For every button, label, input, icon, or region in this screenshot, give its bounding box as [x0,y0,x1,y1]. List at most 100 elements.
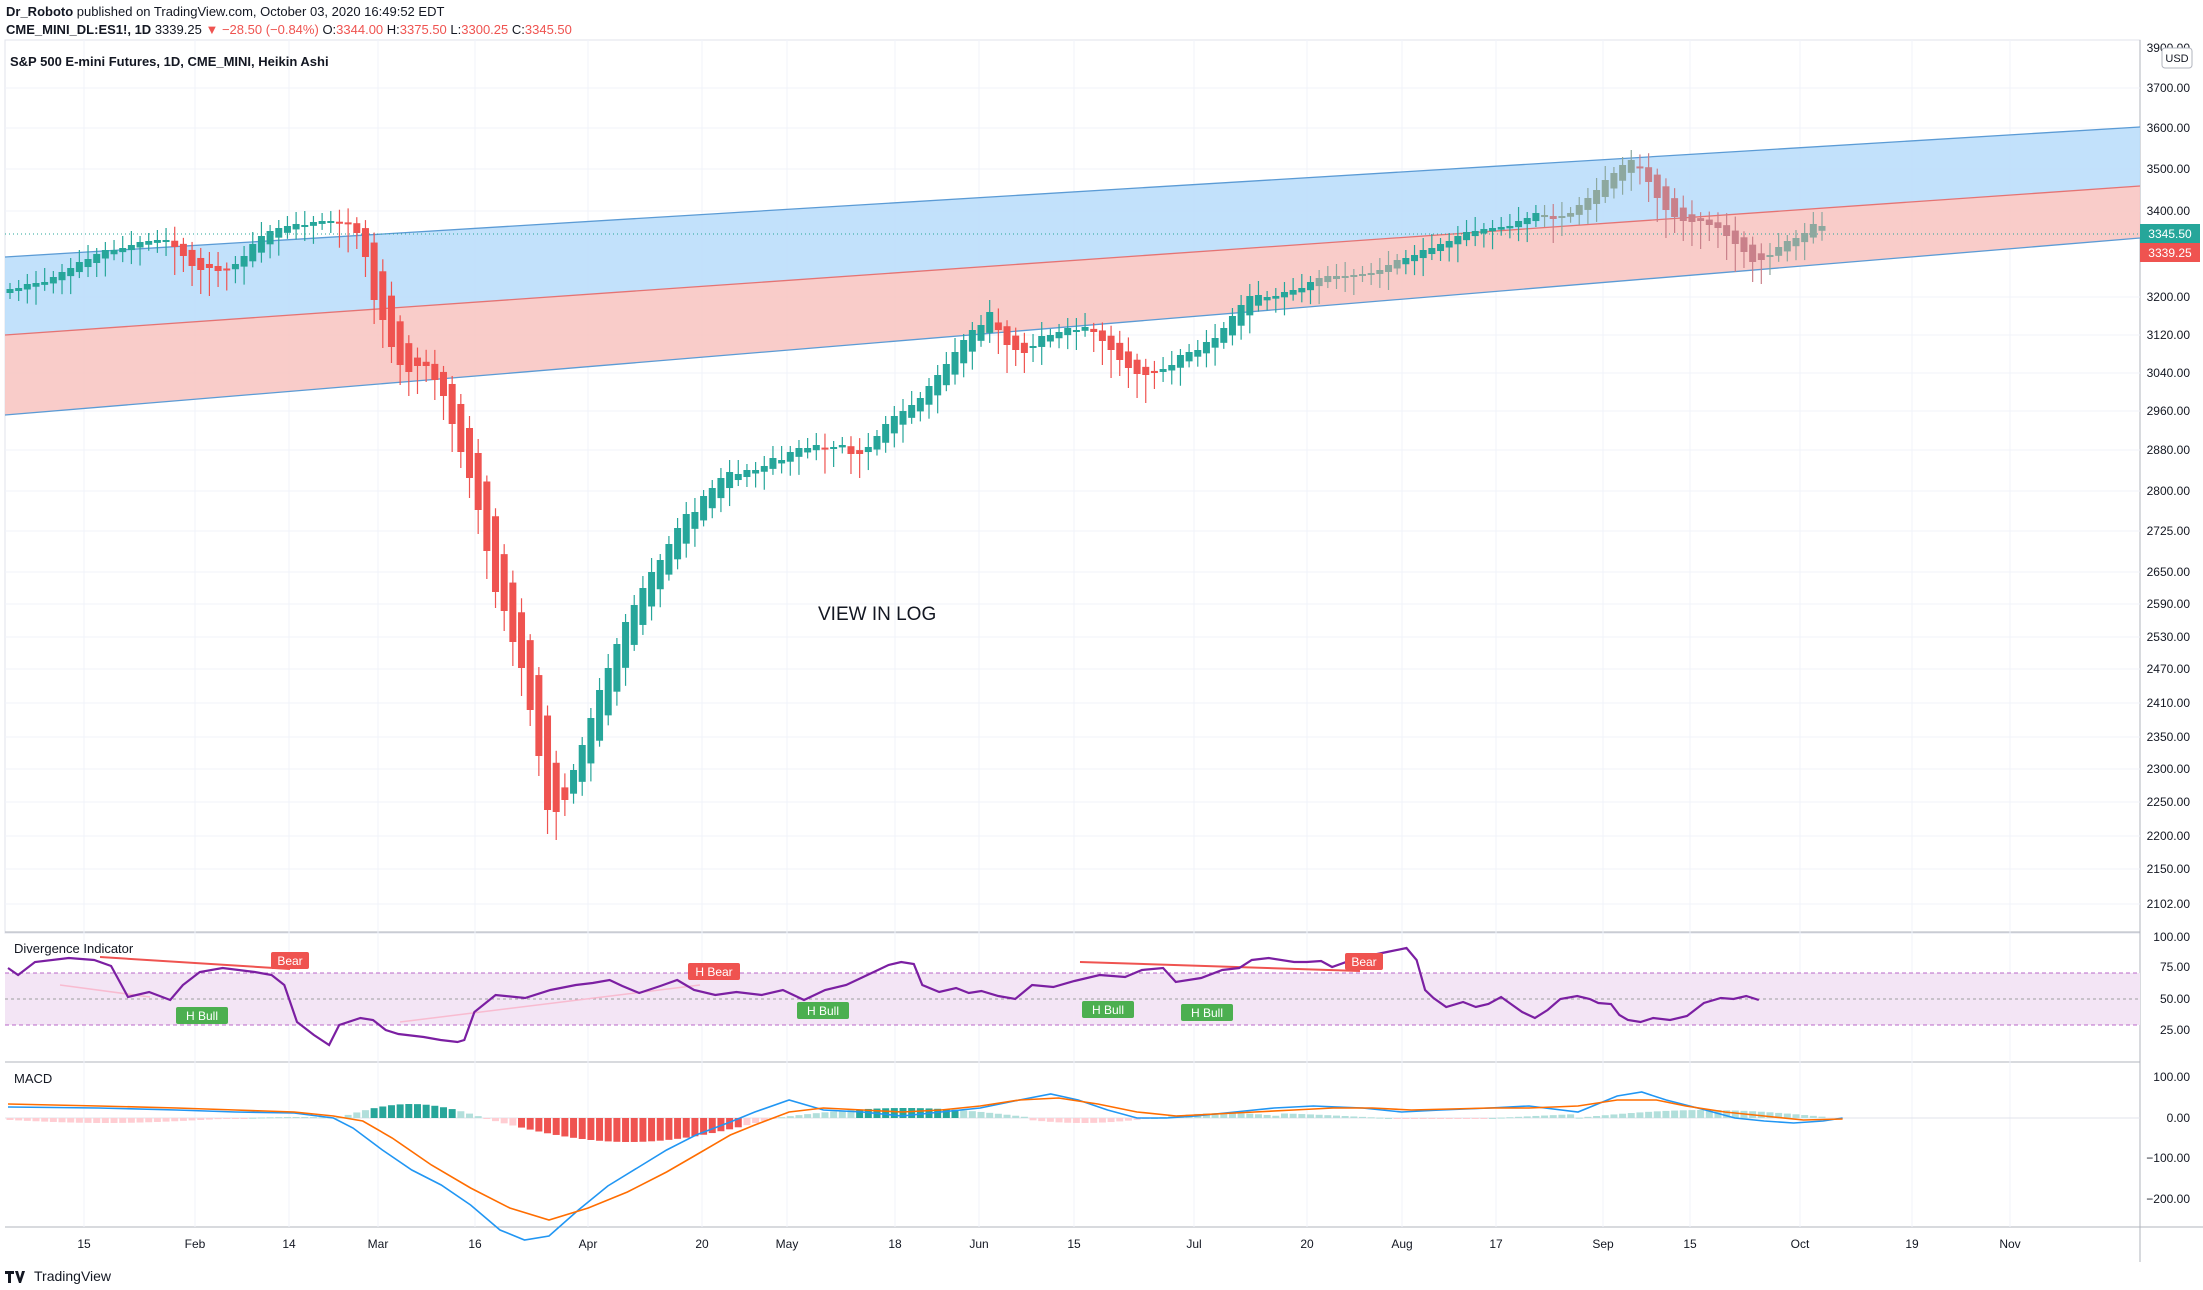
currency-box[interactable] [2161,47,2193,69]
author-name[interactable]: Dr_Roboto [6,4,74,19]
divergence-title[interactable]: Divergence Indicator [14,941,134,956]
candle-body [587,718,595,764]
symbol-name[interactable]: CME_MINI_DL:ES1!, 1D [6,22,152,37]
price-axis-label: 3600.00 [2147,121,2191,135]
macd-histogram-bar [1705,1110,1713,1118]
macd-histogram-bar [1445,1118,1453,1119]
publish-info: Dr_Roboto published on TradingView.com, … [6,4,444,19]
candle-body [327,221,335,223]
price-axis-label: 2960.00 [2147,404,2191,418]
macd-histogram-bar [283,1117,291,1119]
macd-histogram-bar [23,1118,31,1121]
macd-histogram-bar [136,1118,144,1123]
time-axis-label: 15 [77,1237,91,1251]
macd-histogram-bar [6,1118,14,1120]
candle-body [1228,316,1236,336]
candle-body [1220,328,1228,343]
candle-body [1306,282,1314,291]
macd-histogram-bar [457,1111,465,1118]
macd-histogram-bar [153,1118,161,1122]
candle-body [812,445,820,451]
candle-body [396,321,404,365]
candle-body [821,447,829,450]
macd-histogram-bar [960,1110,968,1118]
macd-histogram-bar [986,1112,994,1118]
divergence-axis-label: 50.00 [2160,992,2190,1006]
candle-body [994,322,1002,330]
macd-histogram-bar [1688,1110,1696,1118]
macd-histogram-bar [1107,1118,1115,1123]
macd-histogram-bar [665,1118,673,1140]
price-axis-label: 3400.00 [2147,204,2191,218]
bear-tag-text: Bear [1351,955,1376,969]
time-axis-label: 19 [1905,1237,1919,1251]
candle-body [786,452,794,462]
candle-body [405,343,413,372]
macd-histogram-bar [1332,1115,1340,1118]
macd-histogram-bar [830,1111,838,1118]
tradingview-footer[interactable]: TradingView [4,1266,111,1286]
candle-body [32,283,40,287]
bear-divergence-line-1 [99,956,291,970]
candle-body [275,228,283,238]
macd-histogram-bar [708,1118,716,1134]
candle-body [1107,335,1115,350]
macd-histogram-bar [379,1106,387,1118]
current-price-tag [2140,224,2200,243]
candle-body [309,222,317,226]
macd-histogram-bar [578,1118,586,1139]
candle-body [1358,274,1366,276]
chart-title: S&P 500 E-mini Futures, 1D, CME_MINI, He… [10,54,329,69]
macd-title[interactable]: MACD [14,1071,52,1086]
candle-body [431,363,439,380]
macd-histogram-bar [483,1118,491,1119]
candle-body [1437,244,1445,252]
candle-body [526,640,534,710]
price-axis-label: 2300.00 [2147,762,2191,776]
macd-histogram-bar [205,1118,213,1120]
candlestick-series[interactable] [6,150,1826,840]
ohlc-open-label: O: [322,22,337,37]
macd-histogram-bar [656,1118,664,1141]
candle-body [1298,288,1306,293]
price-axis-label: 3040.00 [2147,366,2191,380]
candle-body [760,466,768,472]
macd-histogram-bar [734,1118,742,1128]
channel-lower-line [4,237,2141,416]
candle-body [1367,273,1375,275]
currency-label[interactable]: USD [2165,53,2188,65]
macd-histogram-bar [93,1118,101,1123]
time-axis-label: 17 [1489,1237,1503,1251]
macd-histogram-bar [1809,1115,1817,1118]
candle-body [197,257,205,270]
macd-histogram-bar [1653,1111,1661,1118]
macd-histogram-bar [1116,1118,1124,1122]
macd-histogram-bar [1480,1118,1488,1119]
macd-histogram-bar [1454,1118,1462,1119]
macd-histogram-bar [1731,1110,1739,1118]
macd-histogram-bar [691,1118,699,1137]
candle-body [292,224,300,230]
channel-upper-line [4,126,2141,258]
candle-body [1385,265,1393,272]
macd-histogram-bar [1254,1114,1262,1118]
macd-histogram-bar [75,1118,83,1123]
macd-histogram-bar [717,1118,725,1132]
time-axis[interactable]: 15 Feb 14 Mar 16 Apr 20 May 18 Jun 15 Jul 20 Aug 17 Sep… [77,1237,2020,1251]
macd-histogram-bar [856,1109,864,1118]
macd-histogram-bar [847,1110,855,1118]
candle-body [1098,330,1106,341]
candle-body [93,254,101,264]
macd-histogram-bar [1558,1114,1566,1118]
price-axis[interactable]: 3900.003700.003600.003500.003400.003200.… [2147,41,2191,911]
macd-histogram-bar [275,1117,283,1119]
macd-histogram-bar [1393,1118,1401,1119]
channel-upper-band [5,127,2140,335]
candle-body [691,512,699,529]
price-axis-label: 3500.00 [2147,162,2191,176]
ohlc-open: 3344.00 [336,22,384,37]
candle-body [700,496,708,521]
time-axis-label: Mar [368,1237,389,1251]
candle-body [778,460,786,464]
